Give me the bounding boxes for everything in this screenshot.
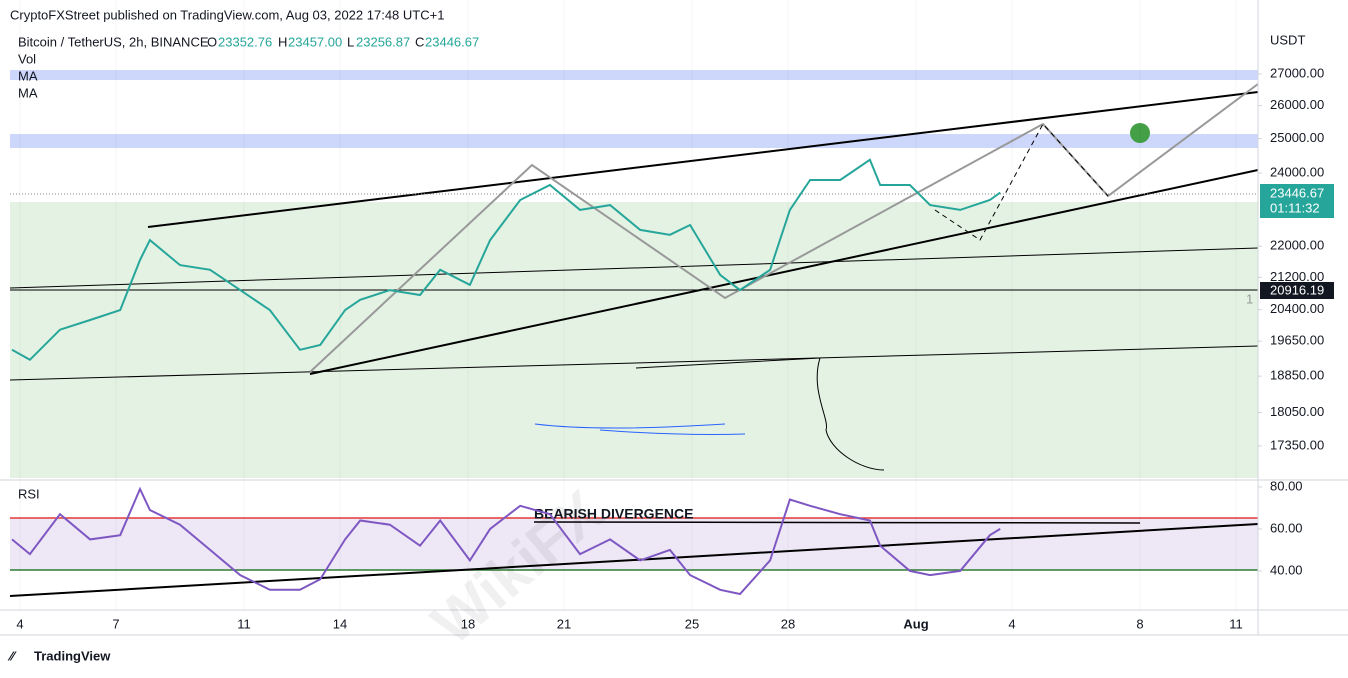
symbol: Bitcoin / TetherUS, 2h, BINANCE [18,34,209,49]
level-box [1260,282,1334,299]
y-tick-label: 60.00 [1270,520,1303,535]
marker-dot [1130,123,1150,143]
x-tick-label: 25 [685,616,699,631]
ma: MA [18,85,38,100]
x-tick-label: 14 [333,616,347,631]
countdown: 01:11:32 [1270,200,1320,215]
y-tick-label: 21200.00 [1270,269,1324,284]
marker: 1 [1246,291,1253,306]
high: 23457.00 [288,34,342,49]
published: CryptoFXStreet published on TradingView.… [10,7,444,22]
x-tick-label: 28 [781,616,795,631]
l-label: L [347,34,354,49]
annotation: BEARISH DIVERGENCE [534,506,693,522]
x-tick-label: 4 [16,616,23,631]
series-line [11,158,1001,362]
vol: Vol [18,51,36,66]
zone [10,134,1258,148]
y-tick-label: 27000.00 [1270,65,1324,80]
levels [9,247,1259,471]
ma: MA [18,68,38,83]
pattern [309,83,1259,373]
low: 23256.87 [356,34,410,49]
y-tick-label: 17350.00 [1270,437,1324,452]
zone [10,70,1258,80]
y-tick-label: 18050.00 [1270,404,1324,419]
rsi-band [10,518,1258,570]
x-tick-label: Aug [903,616,928,631]
currency: USDT [1270,32,1305,47]
projection [934,123,1109,241]
brand-logo: ⁄⁄ [7,648,17,663]
brand: TradingView [34,648,111,663]
y-tick-label: 80.00 [1270,478,1303,493]
x-tick-label: 7 [112,616,119,631]
x-tick-label: 11 [1229,616,1243,631]
y-tick-label: 26000.00 [1270,97,1324,112]
x-tick-label: 4 [1008,616,1015,631]
level-price: 20916.19 [1270,282,1324,297]
open: 23352.76 [218,34,272,49]
o-label: O [207,34,217,49]
series-line [11,486,1001,596]
x-tick-label: 11 [237,616,251,631]
y-tick-label: 20400.00 [1270,301,1324,316]
h-label: H [278,34,287,49]
close: 23446.67 [425,34,479,49]
x-tick-label: 18 [461,616,475,631]
y-tick-label: 24000.00 [1270,164,1324,179]
last-price-box [1260,184,1334,218]
y-tick-label: 25000.00 [1270,130,1324,145]
arrow [534,423,746,435]
rsi-label: RSI [18,486,40,501]
x-tick-label: 8 [1136,616,1143,631]
y-tick-label: 22000.00 [1270,238,1324,253]
y-tick-label: 40.00 [1270,562,1303,577]
zone [10,202,1258,478]
y-tick-label: 19650.00 [1270,333,1324,348]
y-tick-label: 18850.00 [1270,368,1324,383]
x-tick-label: 21 [557,616,571,631]
trendlines [9,91,1259,597]
c-label: C [415,34,424,49]
last-price: 23446.67 [1270,185,1324,200]
